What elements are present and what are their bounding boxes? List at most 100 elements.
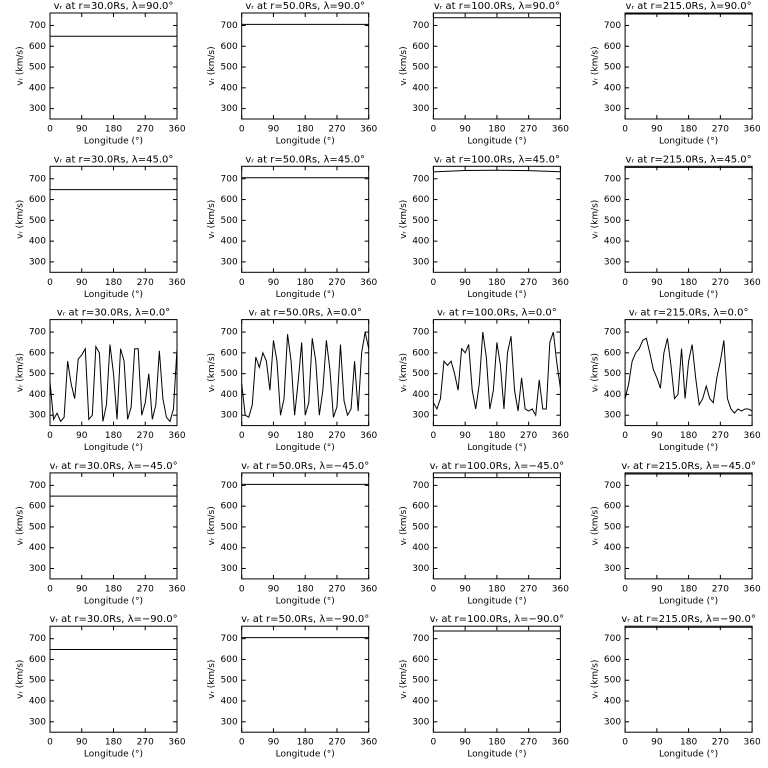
- x-axis-label: Longitude (°): [467, 290, 526, 300]
- y-tick-label: 600: [29, 42, 46, 52]
- x-tick-label: 270: [520, 738, 537, 748]
- x-axis-label: Longitude (°): [659, 290, 718, 300]
- plot-frame: [49, 625, 178, 733]
- y-axis-label: vᵣ (km/s): [16, 660, 26, 699]
- y-tick-label: 300: [412, 564, 429, 574]
- plot-frame: [624, 12, 753, 120]
- panel-title: vᵣ at r=100.0Rs, λ=45.0°: [434, 154, 560, 165]
- y-tick-label: 300: [221, 717, 238, 727]
- y-axis-label: vᵣ (km/s): [207, 660, 217, 699]
- x-tick-label: 90: [268, 125, 280, 135]
- y-axis-label: vᵣ (km/s): [16, 46, 26, 85]
- x-tick-label: 180: [680, 431, 697, 441]
- panel-title: vᵣ at r=50.0Rs, λ=−45.0°: [241, 461, 369, 472]
- x-tick-label: 180: [105, 278, 122, 288]
- y-axis-label: vᵣ (km/s): [591, 46, 601, 85]
- x-tick-label: 180: [680, 278, 697, 288]
- y-tick-label: 500: [604, 63, 621, 73]
- x-tick-label: 90: [76, 278, 88, 288]
- y-tick-label: 400: [604, 543, 621, 553]
- y-tick-label: 700: [221, 174, 238, 184]
- panel: vᵣ at r=215.0Rs, λ=−90.0° Longitude (°) vᵣ…: [591, 614, 761, 760]
- y-tick-label: 300: [29, 717, 46, 727]
- y-tick-label: 300: [29, 104, 46, 114]
- y-tick-label: 500: [604, 216, 621, 226]
- x-axis-label: Longitude (°): [467, 443, 526, 453]
- y-tick-label: 500: [604, 676, 621, 686]
- x-tick-label: 270: [712, 278, 729, 288]
- panel-title: vᵣ at r=215.0Rs, λ=0.0°: [629, 308, 749, 319]
- x-tick-label: 270: [328, 278, 345, 288]
- y-axis-label: vᵣ (km/s): [207, 353, 217, 392]
- panel-title: vᵣ at r=215.0Rs, λ=45.0°: [626, 154, 752, 165]
- y-tick-label: 500: [29, 369, 46, 379]
- plot-frame: [49, 165, 178, 273]
- panel-title: vᵣ at r=30.0Rs, λ=−45.0°: [49, 461, 177, 472]
- x-tick-label: 180: [297, 278, 314, 288]
- y-tick-label: 500: [604, 522, 621, 532]
- x-tick-label: 90: [459, 125, 471, 135]
- x-tick-label: 0: [431, 278, 437, 288]
- plot-frame: [241, 625, 370, 733]
- panel: vᵣ at r=50.0Rs, λ=45.0° Longitude (°) vᵣ (…: [207, 154, 377, 299]
- y-tick-label: 300: [412, 257, 429, 267]
- y-axis-label: vᵣ (km/s): [399, 200, 409, 239]
- y-tick-label: 700: [412, 174, 429, 184]
- panel: vᵣ at r=215.0Rs, λ=90.0° Longitude (°) vᵣ …: [591, 1, 761, 147]
- y-tick-label: 600: [221, 502, 238, 512]
- y-axis-label: vᵣ (km/s): [399, 660, 409, 699]
- panel-title: vᵣ at r=100.0Rs, λ=−45.0°: [430, 461, 565, 472]
- x-tick-label: 360: [744, 738, 761, 748]
- y-tick-label: 400: [29, 697, 46, 707]
- x-tick-label: 360: [360, 738, 377, 748]
- x-tick-label: 360: [360, 584, 377, 594]
- y-tick-label: 500: [221, 216, 238, 226]
- y-tick-label: 700: [604, 174, 621, 184]
- plot-frame: [432, 12, 561, 120]
- x-tick-label: 270: [328, 125, 345, 135]
- y-tick-label: 600: [221, 348, 238, 358]
- y-tick-label: 700: [604, 328, 621, 338]
- x-axis-label: Longitude (°): [659, 596, 718, 606]
- x-tick-label: 0: [431, 125, 437, 135]
- x-axis-label: Longitude (°): [276, 290, 335, 300]
- y-tick-label: 700: [29, 174, 46, 184]
- y-tick-label: 700: [29, 21, 46, 31]
- x-axis-label: Longitude (°): [659, 443, 718, 453]
- plot-frame: [241, 165, 370, 273]
- y-tick-label: 500: [221, 369, 238, 379]
- y-tick-label: 300: [29, 257, 46, 267]
- y-tick-label: 700: [221, 634, 238, 644]
- plot-frame: [432, 625, 561, 733]
- x-tick-label: 270: [328, 431, 345, 441]
- x-tick-label: 180: [105, 125, 122, 135]
- y-tick-label: 700: [604, 481, 621, 491]
- plot-frame: [624, 625, 753, 733]
- panel: vᵣ at r=50.0Rs, λ=−90.0° Longitude (°) vᵣ …: [207, 614, 377, 760]
- panel-title: vᵣ at r=215.0Rs, λ=−45.0°: [621, 461, 756, 472]
- y-axis-label: vᵣ (km/s): [399, 46, 409, 85]
- y-tick-label: 500: [221, 676, 238, 686]
- y-tick-label: 600: [221, 655, 238, 665]
- x-axis-label: Longitude (°): [84, 596, 143, 606]
- y-axis-label: vᵣ (km/s): [591, 353, 601, 392]
- panel: vᵣ at r=50.0Rs, λ=90.0° Longitude (°) vᵣ (…: [207, 1, 377, 147]
- y-tick-label: 400: [412, 697, 429, 707]
- x-tick-label: 180: [680, 584, 697, 594]
- plot-frame: [49, 12, 178, 120]
- y-tick-label: 300: [221, 564, 238, 574]
- y-tick-label: 300: [412, 104, 429, 114]
- y-tick-label: 700: [29, 634, 46, 644]
- x-tick-label: 360: [168, 278, 185, 288]
- x-tick-label: 0: [47, 738, 53, 748]
- x-axis-label: Longitude (°): [276, 596, 335, 606]
- y-tick-label: 300: [604, 257, 621, 267]
- panel-title: vᵣ at r=30.0Rs, λ=45.0°: [54, 154, 174, 165]
- y-axis-label: vᵣ (km/s): [207, 200, 217, 239]
- x-tick-label: 180: [488, 125, 505, 135]
- x-tick-label: 360: [744, 125, 761, 135]
- x-tick-label: 360: [360, 278, 377, 288]
- y-tick-label: 600: [412, 348, 429, 358]
- panel: vᵣ at r=30.0Rs, λ=−90.0° Longitude (°) vᵣ …: [16, 614, 186, 760]
- panel-title: vᵣ at r=100.0Rs, λ=90.0°: [434, 1, 560, 12]
